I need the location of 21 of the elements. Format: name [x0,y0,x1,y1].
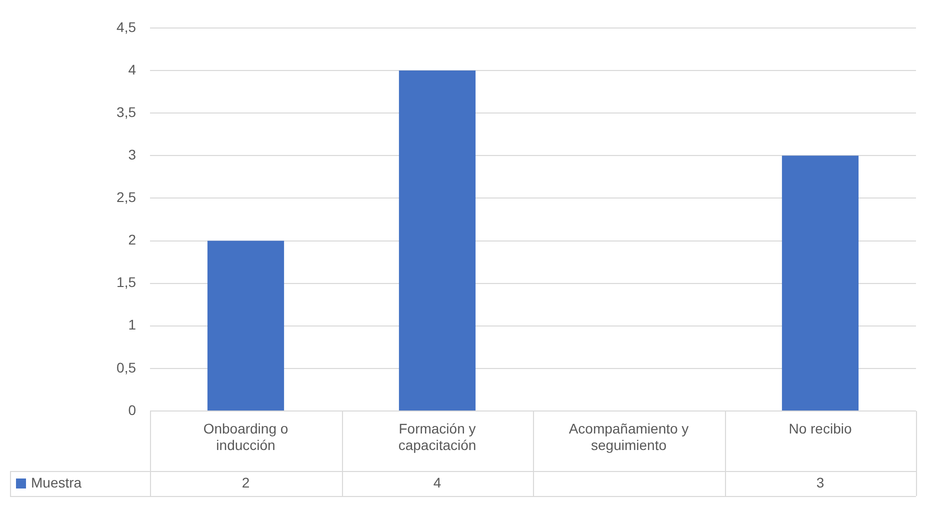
y-tick-label: 0,5 [116,359,136,376]
data-label: 2 [242,474,250,490]
y-tick-label: 2,5 [116,189,136,206]
x-tick-label: Acompañamiento y seguimiento [568,420,689,454]
y-tick-label: 1 [128,316,136,333]
legend-label: Muestra [31,474,82,490]
y-tick-label: 4 [128,61,136,78]
y-tick-label: 3 [128,146,136,163]
y-tick-label: 4,5 [116,18,136,35]
y-tick-label: 0 [128,402,136,418]
bar [398,70,476,410]
bar [782,156,859,410]
y-tick-label: 3,5 [116,104,136,120]
data-label: 3 [816,474,824,490]
y-tick-label: 2 [128,232,136,248]
y-tick-label: 1,5 [116,274,136,290]
x-tick-label: Formación y capacitación [398,420,476,454]
x-tick-label: No recibio [788,420,852,436]
x-tick-label: Onboarding o inducción [203,420,288,454]
data-label: 4 [433,474,442,490]
bar [207,240,284,410]
